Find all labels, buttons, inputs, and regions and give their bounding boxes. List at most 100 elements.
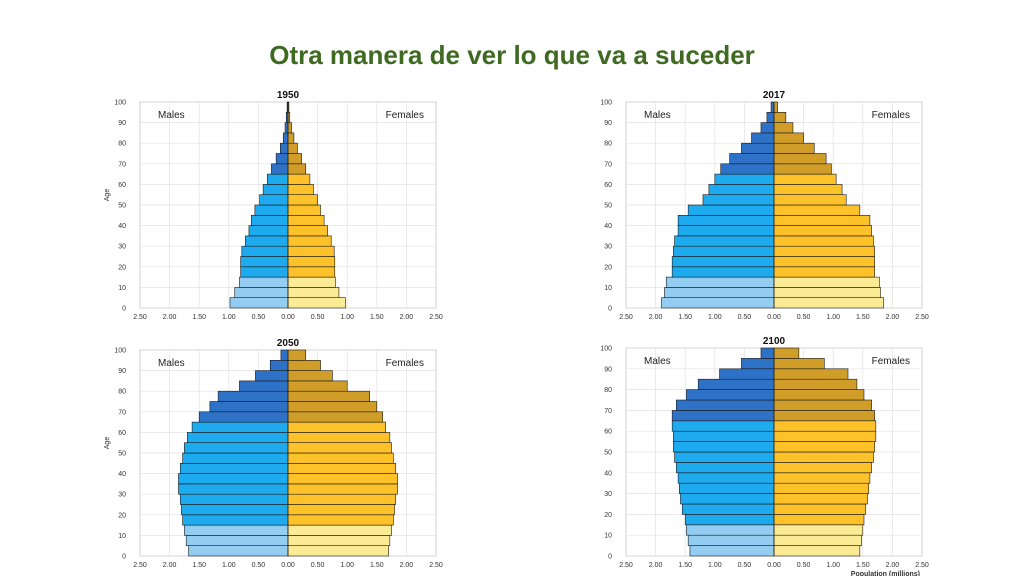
- female-bar: [773, 410, 875, 422]
- female-bar: [287, 442, 392, 454]
- females-label: Females: [386, 358, 424, 369]
- female-bar: [287, 411, 384, 423]
- y-tick-label: 70: [604, 408, 612, 415]
- male-bar: [240, 256, 289, 268]
- female-bar: [287, 401, 378, 413]
- female-bar: [287, 256, 336, 268]
- male-bar: [184, 442, 289, 454]
- y-tick-label: 0: [122, 306, 126, 313]
- y-tick-label: 50: [604, 203, 612, 210]
- x-tick-label: 2.00: [649, 314, 663, 321]
- female-bar: [773, 225, 872, 237]
- male-bar: [266, 173, 289, 185]
- female-bar: [287, 432, 391, 444]
- male-bar: [678, 482, 775, 494]
- x-tick-label: 1.50: [678, 562, 692, 569]
- y-tick-label: 90: [604, 366, 612, 373]
- males-label: Males: [644, 110, 671, 121]
- female-bar: [287, 153, 302, 165]
- x-tick-label: 0.50: [311, 562, 325, 569]
- male-bar: [282, 132, 289, 144]
- x-tick-label: 2.50: [915, 562, 929, 569]
- female-bar: [287, 266, 336, 278]
- y-tick-label: 60: [118, 182, 126, 189]
- male-bar: [185, 535, 289, 546]
- pyramid-svg: 2.50 2.00 1.50 1.00 0.50 0.00 0.50 1.00 1.50 2.00…: [104, 90, 443, 321]
- male-bar: [674, 235, 775, 247]
- female-bar: [773, 378, 858, 390]
- male-bar: [686, 389, 775, 401]
- female-bar: [287, 359, 321, 371]
- male-bar: [671, 256, 775, 268]
- female-bar: [773, 347, 800, 359]
- male-bar: [674, 451, 775, 463]
- male-bar: [259, 194, 289, 206]
- x-tick-label: 1.00: [826, 562, 840, 569]
- male-bar: [182, 452, 289, 464]
- male-bar: [714, 173, 775, 185]
- male-bar: [275, 153, 289, 165]
- male-bar: [680, 493, 775, 505]
- pyramid-svg: 2.50 2.00 1.50 1.00 0.50 0.00 0.50 1.00 1.50 2.00…: [104, 338, 443, 569]
- male-bar: [770, 101, 775, 113]
- female-bar: [287, 483, 398, 495]
- x-tick-label: 2.50: [619, 314, 633, 321]
- pyramid-svg: 2.50 2.00 1.50 1.00 0.50 0.00 0.50 1.00 1.50 2.00…: [600, 90, 929, 321]
- y-tick-label: 20: [118, 264, 126, 271]
- male-bar: [751, 132, 775, 144]
- x-tick-label: 0.00: [767, 562, 781, 569]
- male-bar: [178, 483, 289, 495]
- male-bar: [254, 204, 289, 216]
- y-tick-label: 0: [122, 554, 126, 561]
- female-bar: [773, 287, 881, 298]
- x-tick-label: 0.00: [281, 314, 295, 321]
- female-bar: [287, 245, 335, 257]
- female-bar: [287, 473, 398, 485]
- female-bar: [287, 514, 394, 526]
- male-bar: [760, 122, 775, 134]
- y-tick-label: 30: [118, 244, 126, 251]
- x-tick-label: 2.50: [915, 314, 929, 321]
- male-bar: [191, 421, 289, 433]
- pyramid-chart-1950: 2.50 2.00 1.50 1.00 0.50 0.00 0.50 1.00 1.50 2.00…: [100, 86, 446, 332]
- y-tick-label: 10: [604, 285, 612, 292]
- y-tick-label: 50: [118, 451, 126, 458]
- female-bar: [773, 430, 877, 442]
- males-label: Males: [644, 356, 671, 367]
- female-bar: [773, 524, 864, 536]
- y-tick-label: 80: [118, 389, 126, 396]
- x-tick-label: 1.00: [826, 314, 840, 321]
- male-bar: [687, 204, 775, 216]
- male-bar: [661, 297, 775, 309]
- male-bar: [673, 430, 775, 442]
- male-bar: [280, 142, 289, 154]
- x-tick-label: 1.00: [708, 314, 722, 321]
- x-tick-label: 2.50: [429, 314, 443, 321]
- male-bar: [239, 276, 289, 288]
- male-bar: [677, 472, 775, 484]
- male-bar: [741, 142, 775, 154]
- pyramid-chart-2050: 2.50 2.00 1.50 1.00 0.50 0.00 0.50 1.00 1.50 2.00…: [100, 334, 446, 576]
- male-bar: [179, 493, 289, 505]
- female-bar: [287, 504, 395, 516]
- males-label: Males: [158, 110, 185, 121]
- y-tick-label: 30: [604, 244, 612, 251]
- y-tick-label: 40: [118, 223, 126, 230]
- x-tick-label: 0.00: [281, 562, 295, 569]
- x-tick-label: 0.50: [738, 314, 752, 321]
- male-bar: [284, 122, 289, 134]
- y-tick-label: 80: [604, 387, 612, 394]
- male-bar: [217, 390, 289, 402]
- male-bar: [188, 545, 289, 557]
- female-bar: [773, 122, 794, 134]
- female-bar: [773, 493, 868, 505]
- female-bar: [287, 452, 394, 464]
- male-bar: [671, 266, 775, 278]
- female-bar: [287, 215, 325, 226]
- y-tick-label: 60: [118, 430, 126, 437]
- male-bar: [209, 401, 289, 413]
- x-tick-label: 2.50: [133, 314, 147, 321]
- female-bar: [773, 451, 874, 463]
- male-bar: [697, 378, 775, 390]
- male-bar: [681, 503, 775, 515]
